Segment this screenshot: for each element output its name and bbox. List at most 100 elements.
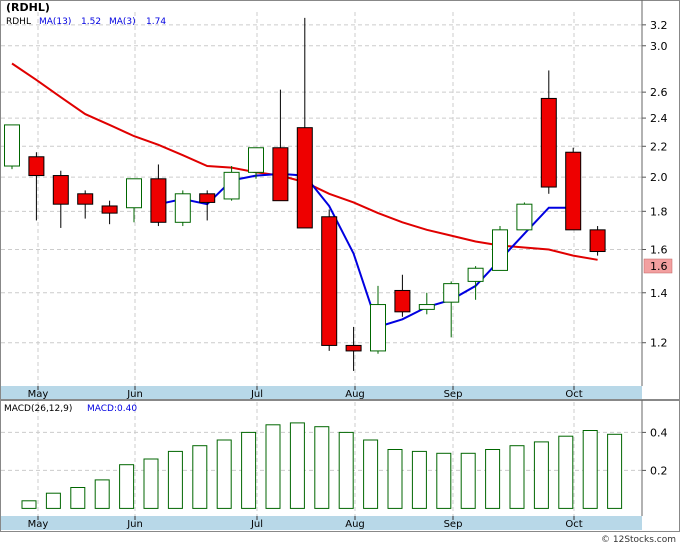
macd-bar: [216, 439, 232, 509]
macd-x-tick-label: Aug: [345, 519, 365, 530]
candle: [540, 70, 557, 194]
candle: [272, 89, 289, 202]
candle: [199, 190, 216, 221]
candle-body-down: [296, 127, 313, 229]
legend-ma13-value: 1.52: [81, 17, 101, 27]
macd-bar: [558, 435, 574, 509]
macd-bar: [387, 449, 403, 509]
macd-bar: [363, 439, 379, 509]
price-y-tick-label: 1.6: [650, 243, 668, 256]
price-x-axis: May Jun Jul Aug Sep Oct: [28, 386, 583, 400]
candle: [418, 292, 435, 315]
candle-body-down: [28, 156, 45, 177]
macd-x-tick-label: Jul: [250, 519, 263, 530]
candle-body-up: [467, 267, 484, 282]
candle-body-up: [443, 283, 460, 303]
price-y-tick-label: 2.2: [650, 140, 668, 153]
candle-body-up: [248, 147, 264, 173]
candle: [150, 164, 167, 227]
macd-bar: [607, 433, 623, 509]
macd-bar: [582, 430, 598, 509]
macd-bar: [485, 449, 501, 509]
candle: [492, 226, 508, 271]
candle: [321, 209, 338, 351]
price-y-tick-label: 1.8: [650, 205, 668, 218]
price-y-tick-label: 2.4: [650, 112, 668, 125]
candle: [52, 170, 69, 228]
macd-bar: [460, 452, 476, 509]
candle-body-up: [370, 304, 386, 352]
candle: [370, 285, 386, 354]
legend-ma3-value: 1.74: [146, 17, 166, 27]
macd-bar: [314, 426, 330, 509]
candle-body-up: [492, 229, 508, 271]
footer-credit: © 12Stocks.com: [601, 535, 676, 545]
price-x-tick-label: May: [28, 389, 49, 400]
macd-x-axis: May Jun Jul Aug Sep Oct: [28, 516, 583, 530]
macd-bar: [265, 424, 281, 509]
price-y-tick-label: 2.0: [650, 171, 668, 184]
macd-bars-layer: [21, 422, 623, 509]
candle-body-up: [418, 304, 435, 310]
candle-body-down: [150, 178, 167, 223]
candle: [467, 266, 484, 300]
candle-body-down: [540, 97, 557, 188]
candle: [443, 281, 460, 338]
candle: [223, 166, 240, 201]
price-y-tick-label: 1.4: [650, 287, 668, 300]
candle: [4, 124, 20, 170]
candle: [28, 152, 45, 221]
candle: [589, 226, 606, 256]
candle-body-down: [101, 205, 118, 214]
price-y-tick-label: 3.2: [650, 19, 668, 32]
price-x-tick-label: Oct: [565, 389, 582, 400]
candle: [77, 190, 94, 219]
price-y-tick-label: 1.2: [650, 337, 668, 350]
last-price-label: 1.6: [650, 260, 668, 273]
candle-body-down: [394, 289, 411, 313]
candle-body-down: [589, 229, 606, 253]
candle-body-up: [223, 171, 240, 200]
macd-bar: [119, 464, 135, 509]
macd-y-tick-label: 0.2: [650, 464, 668, 477]
price-x-axis-band: [1, 386, 642, 399]
last-price-marker: [643, 258, 673, 274]
legend-ticker: RDHL: [6, 17, 31, 27]
macd-x-tick-label: Oct: [565, 519, 582, 530]
macd-x-tick-label: May: [28, 519, 49, 530]
price-y-ticks: 1.2 1.4 1.6 1.8 2.0 2.2 2.4 2.6 3.0 3.2: [641, 0, 668, 386]
candle: [296, 17, 313, 229]
candle: [101, 200, 118, 225]
macd-legend-value: MACD:0.40: [87, 404, 137, 414]
candle-body-down: [77, 193, 94, 205]
candle: [248, 147, 264, 179]
candle-body-down: [272, 147, 289, 202]
macd-bar: [289, 422, 305, 509]
macd-bar: [143, 458, 159, 509]
candle: [174, 190, 191, 227]
price-y-tick-label: 2.6: [650, 86, 668, 99]
macd-y-ticks: 0.2 0.4: [641, 400, 668, 516]
macd-bar: [533, 441, 549, 509]
candle-body-up: [126, 178, 142, 209]
candle-body-down: [321, 216, 338, 346]
macd-bar: [45, 492, 61, 509]
macd-bar: [94, 479, 110, 509]
candle-body-up: [516, 203, 533, 231]
macd-y-tick-label: 0.4: [650, 426, 668, 439]
candle: [516, 202, 533, 231]
candle-body-up: [4, 124, 20, 167]
candle-body-down: [52, 175, 69, 205]
price-x-tick-label: Sep: [444, 389, 463, 400]
legend-ma3-label: MA(3): [109, 17, 136, 27]
macd-bar: [70, 487, 86, 509]
candle: [565, 147, 582, 231]
macd-x-tick-label: Jun: [126, 519, 143, 530]
price-grid: [1, 12, 642, 386]
macd-bar: [436, 452, 452, 509]
macd-bar: [338, 431, 354, 509]
price-x-tick-label: Jul: [250, 389, 263, 400]
legend-ma13-label: MA(13): [39, 17, 71, 27]
candle: [394, 274, 411, 317]
